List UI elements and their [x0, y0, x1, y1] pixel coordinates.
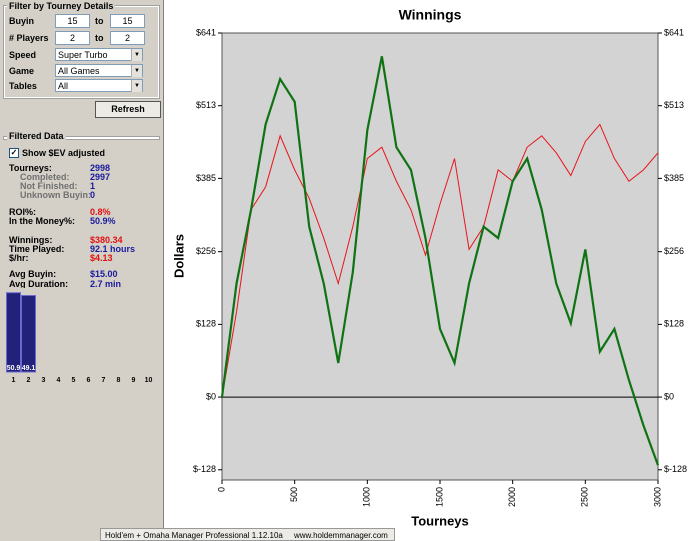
- app-url: www.holdemmanager.com: [293, 531, 388, 540]
- status-bar: Hold'em + Omaha Manager Professional 1.1…: [100, 528, 395, 541]
- y-tick-label-right: $-128: [664, 464, 687, 474]
- left-panel: Filter by Tourney Details Buyin 15 to 15 # P…: [0, 0, 164, 541]
- y-axis-label: Dollars: [171, 234, 186, 278]
- dropdown-arrow: ▼: [131, 80, 142, 92]
- stat-value: 2998: [90, 163, 111, 173]
- x-tick-label: 9: [132, 377, 136, 384]
- range-sep: to: [95, 16, 104, 26]
- itm-bar-chart: 1 50.9 2 49.1 3 4 5 6 7 8 9 10: [6, 288, 156, 384]
- x-tick-label: 500: [289, 487, 299, 502]
- text-input[interactable]: 2: [110, 31, 145, 45]
- y-tick-label-right: $256: [664, 246, 684, 256]
- bar-label: 49.1: [22, 365, 36, 372]
- refresh-button[interactable]: Refresh: [95, 101, 161, 118]
- x-tick-label: 6: [87, 377, 91, 384]
- stat-value: 0.8%: [90, 207, 111, 217]
- y-tick-label-right: $513: [664, 100, 684, 110]
- filter-label: Tables: [9, 81, 37, 91]
- y-tick-label: $-128: [193, 464, 216, 474]
- y-tick-label: $641: [196, 27, 216, 37]
- x-tick-label: 0: [216, 487, 226, 492]
- y-tick-label: $513: [196, 100, 216, 110]
- x-tick-label: 10: [145, 377, 153, 384]
- stat-label: In the Money%:: [9, 216, 76, 226]
- filter-label: # Players: [9, 33, 49, 43]
- y-tick-label-right: $128: [664, 319, 684, 329]
- app-name: Hold'em + Omaha Manager Professional 1.1…: [105, 531, 283, 540]
- text-input[interactable]: 15: [110, 14, 145, 28]
- stat-label: Tourneys:: [9, 163, 52, 173]
- dropdown[interactable]: Super Turbo ▼: [55, 48, 143, 61]
- stat-label: Avg Duration:: [9, 279, 69, 289]
- x-tick-label: 1: [12, 377, 16, 384]
- x-tick-label: 1500: [434, 487, 444, 507]
- bar-label: 50.9: [7, 365, 21, 372]
- stat-label: Winnings:: [9, 235, 53, 245]
- stat-label: ROI%:: [9, 207, 36, 217]
- stat-label: Unknown Buyin:: [20, 190, 91, 200]
- stat-value: 50.9%: [90, 216, 116, 226]
- x-axis-label: Tourneys: [411, 513, 469, 528]
- x-tick-label: 2500: [580, 487, 590, 507]
- group-title: Filtered Data: [7, 131, 66, 141]
- stat-value: 2997: [90, 172, 111, 182]
- x-tick-label: 3: [42, 377, 46, 384]
- stat-value: 1: [90, 181, 96, 191]
- stat-label: Avg Buyin:: [9, 269, 57, 279]
- dropdown[interactable]: All ▼: [55, 79, 143, 92]
- stat-value: 2.7 min: [90, 279, 122, 289]
- stat-value: 92.1 hours: [90, 244, 136, 254]
- stat-value: 0: [90, 190, 96, 200]
- y-tick-label-right: $0: [664, 391, 674, 401]
- series-line: [220, 56, 660, 466]
- stat-value: $380.34: [90, 235, 123, 245]
- dropdown-value: Super Turbo: [58, 50, 108, 60]
- chart-title: Winnings: [399, 7, 462, 23]
- x-tick-label: 4: [57, 377, 61, 384]
- group-title: Filter by Tourney Details: [7, 1, 116, 11]
- x-tick-label: 3000: [652, 487, 662, 507]
- x-tick-label: 1000: [362, 487, 372, 507]
- stat-label: Not Finished:: [20, 181, 78, 191]
- y-tick-label: $0: [206, 391, 216, 401]
- dropdown-value: All: [58, 81, 69, 91]
- x-tick-label: 2: [27, 377, 31, 384]
- range-sep: to: [95, 33, 104, 43]
- y-tick-label-right: $385: [664, 173, 684, 183]
- dropdown-value: All Games: [58, 65, 100, 76]
- winnings-chart: Winnings Dollars Tourneys $-128 $-128 $0 $0…: [171, 7, 687, 529]
- dropdown-arrow: ▼: [131, 64, 142, 77]
- filter-label: Game: [9, 65, 35, 76]
- y-tick-label-right: $641: [664, 27, 684, 37]
- x-tick-label: 2000: [507, 487, 517, 507]
- stat-label: $/hr:: [9, 253, 29, 263]
- x-tick-label: 7: [102, 377, 106, 384]
- checkbox[interactable]: ✓: [9, 148, 19, 158]
- stat-value: $15.00: [90, 269, 118, 279]
- filter-label: Speed: [9, 50, 37, 60]
- data-group: [3, 136, 160, 140]
- text-input[interactable]: 2: [55, 31, 90, 45]
- plot-area: [221, 32, 659, 481]
- bar: [21, 295, 36, 373]
- checkbox-label: Show $EV adjusted: [22, 148, 106, 158]
- stat-label: Time Played:: [9, 244, 65, 254]
- stat-label: Completed:: [20, 172, 70, 182]
- filter-label: Buyin: [9, 16, 35, 26]
- text-input[interactable]: 15: [55, 14, 90, 28]
- y-tick-label: $128: [196, 319, 216, 329]
- y-tick-label: $385: [196, 173, 216, 183]
- stat-value: $4.13: [90, 253, 113, 263]
- series-line: [221, 123, 659, 398]
- bar: [6, 292, 21, 373]
- dropdown-arrow: ▼: [131, 49, 142, 61]
- y-tick-label: $256: [196, 246, 216, 256]
- dropdown[interactable]: All Games ▼: [55, 63, 143, 77]
- x-tick-label: 8: [117, 377, 121, 384]
- x-tick-label: 5: [72, 377, 76, 384]
